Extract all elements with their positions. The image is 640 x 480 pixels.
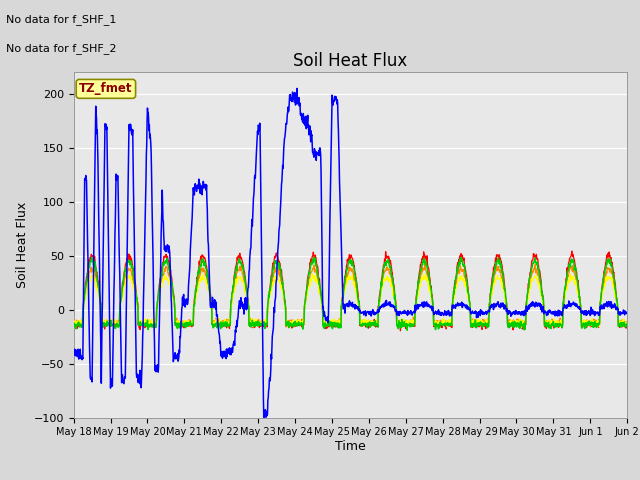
Y-axis label: Soil Heat Flux: Soil Heat Flux: [17, 202, 29, 288]
Title: Soil Heat Flux: Soil Heat Flux: [293, 52, 408, 71]
Text: TZ_fmet: TZ_fmet: [79, 83, 132, 96]
Text: No data for f_SHF_2: No data for f_SHF_2: [6, 43, 117, 54]
X-axis label: Time: Time: [335, 440, 366, 453]
Text: No data for f_SHF_1: No data for f_SHF_1: [6, 14, 116, 25]
